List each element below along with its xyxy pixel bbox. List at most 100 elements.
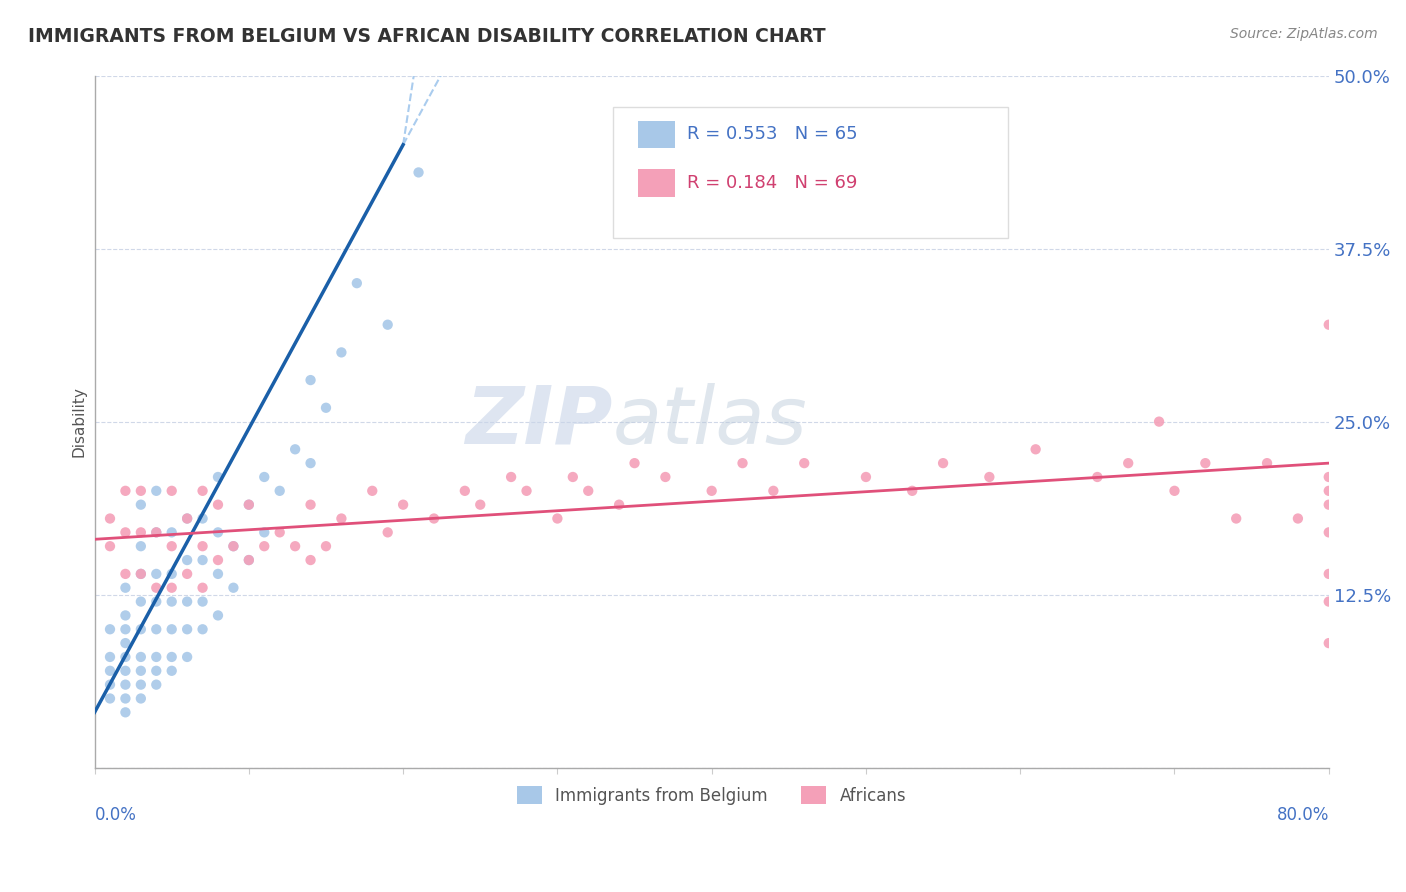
Point: [160, 539, 183, 553]
Point: [114, 581, 136, 595]
Point: [129, 691, 152, 706]
Point: [253, 470, 276, 484]
Point: [299, 498, 322, 512]
Point: [160, 581, 183, 595]
Point: [762, 483, 785, 498]
Point: [176, 511, 198, 525]
Point: [207, 608, 229, 623]
Point: [176, 594, 198, 608]
Point: [114, 691, 136, 706]
Point: [1317, 498, 1340, 512]
Point: [1286, 511, 1309, 525]
Point: [855, 470, 877, 484]
Point: [145, 525, 167, 540]
Y-axis label: Disability: Disability: [72, 386, 86, 457]
Point: [98, 649, 121, 664]
Text: IMMIGRANTS FROM BELGIUM VS AFRICAN DISABILITY CORRELATION CHART: IMMIGRANTS FROM BELGIUM VS AFRICAN DISAB…: [28, 27, 825, 45]
Point: [330, 345, 353, 359]
Point: [160, 566, 183, 581]
Point: [1163, 483, 1185, 498]
Text: 80.0%: 80.0%: [1277, 805, 1329, 824]
Point: [145, 525, 167, 540]
Point: [1317, 594, 1340, 608]
FancyBboxPatch shape: [637, 169, 675, 196]
Text: Source: ZipAtlas.com: Source: ZipAtlas.com: [1230, 27, 1378, 41]
Point: [700, 483, 723, 498]
Point: [129, 525, 152, 540]
Point: [114, 483, 136, 498]
Point: [129, 498, 152, 512]
Point: [299, 373, 322, 387]
Point: [315, 539, 337, 553]
FancyBboxPatch shape: [613, 107, 1008, 238]
Point: [222, 539, 245, 553]
Point: [1317, 636, 1340, 650]
Point: [191, 594, 214, 608]
Point: [160, 664, 183, 678]
Point: [160, 649, 183, 664]
Point: [160, 525, 183, 540]
Point: [207, 525, 229, 540]
Point: [1147, 415, 1170, 429]
Point: [176, 649, 198, 664]
Point: [346, 276, 368, 290]
Point: [515, 483, 537, 498]
Point: [901, 483, 924, 498]
Point: [1317, 483, 1340, 498]
Point: [731, 456, 754, 470]
Point: [129, 622, 152, 636]
Point: [284, 442, 307, 457]
Point: [98, 622, 121, 636]
Point: [114, 649, 136, 664]
Legend: Immigrants from Belgium, Africans: Immigrants from Belgium, Africans: [510, 780, 912, 812]
Point: [1025, 442, 1047, 457]
Point: [501, 470, 523, 484]
Point: [129, 539, 152, 553]
Point: [207, 566, 229, 581]
Point: [299, 456, 322, 470]
Point: [1317, 525, 1340, 540]
Point: [207, 498, 229, 512]
Point: [129, 483, 152, 498]
Point: [793, 456, 815, 470]
Point: [129, 664, 152, 678]
Point: [408, 165, 430, 179]
Point: [145, 622, 167, 636]
Point: [1317, 566, 1340, 581]
Point: [377, 525, 399, 540]
Point: [330, 511, 353, 525]
Point: [145, 678, 167, 692]
Point: [114, 636, 136, 650]
Point: [98, 678, 121, 692]
Point: [160, 594, 183, 608]
Text: 0.0%: 0.0%: [94, 805, 136, 824]
Point: [145, 594, 167, 608]
Point: [114, 525, 136, 540]
Point: [114, 566, 136, 581]
Point: [176, 553, 198, 567]
Point: [114, 622, 136, 636]
Point: [238, 498, 260, 512]
Point: [979, 470, 1001, 484]
Point: [129, 678, 152, 692]
Point: [576, 483, 599, 498]
Point: [191, 622, 214, 636]
Point: [114, 706, 136, 720]
Point: [129, 566, 152, 581]
Point: [98, 511, 121, 525]
Point: [1256, 456, 1278, 470]
Text: R = 0.184   N = 69: R = 0.184 N = 69: [688, 174, 858, 192]
Point: [423, 511, 446, 525]
Point: [145, 649, 167, 664]
Point: [191, 511, 214, 525]
Point: [1085, 470, 1108, 484]
Point: [98, 664, 121, 678]
Point: [238, 553, 260, 567]
FancyBboxPatch shape: [637, 120, 675, 148]
Point: [607, 498, 630, 512]
Text: atlas: atlas: [613, 383, 807, 460]
Point: [114, 664, 136, 678]
Point: [470, 498, 492, 512]
Point: [932, 456, 955, 470]
Point: [561, 470, 583, 484]
